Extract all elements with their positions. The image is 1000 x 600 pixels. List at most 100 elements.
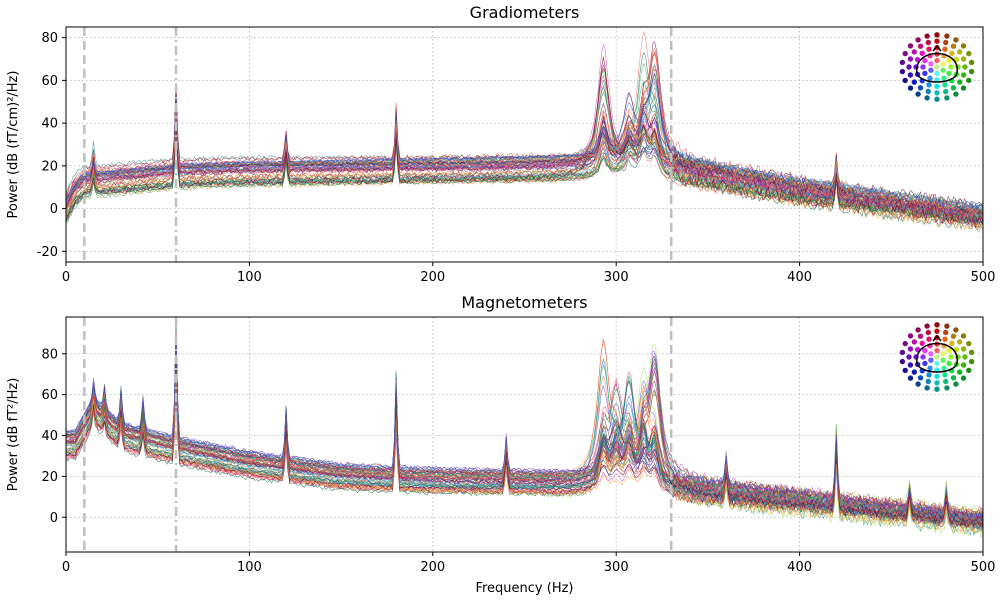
sensor-dot	[960, 375, 967, 381]
channel-trace	[66, 353, 983, 524]
filter-lines	[83, 27, 673, 262]
sensor-dot	[940, 61, 946, 67]
axes-frame	[65, 26, 984, 263]
sensor-dot	[907, 56, 914, 62]
sensor-dot	[927, 365, 933, 371]
x-tick-label: 300	[604, 270, 629, 285]
sensor-layout-icon	[899, 322, 975, 392]
sensor-dot	[922, 70, 928, 77]
channel-trace	[66, 80, 983, 215]
sensor-dot	[950, 85, 957, 91]
sensor-dot	[941, 75, 947, 81]
x-tick-label: 0	[62, 270, 70, 285]
chart-title: Magnetometers	[461, 293, 587, 312]
y-tick-label: 40	[41, 117, 58, 132]
sensor-dot	[915, 381, 921, 387]
sensor-dot	[934, 347, 940, 354]
channel-trace	[66, 359, 983, 527]
filter-lines	[83, 317, 673, 552]
channel-trace	[66, 327, 983, 526]
channel-trace	[66, 351, 983, 520]
sensor-dot	[934, 335, 940, 341]
sensor-dot	[925, 88, 931, 95]
sensor-dot	[917, 85, 924, 91]
sensor-dot	[960, 333, 967, 339]
sensor-dot	[934, 380, 940, 386]
sensor-dot	[943, 88, 949, 95]
channel-trace	[66, 342, 983, 529]
sensor-dot	[949, 50, 955, 56]
sensor-dot	[966, 77, 972, 84]
y-axis-label: Power (dB (fT/cm)²/Hz)	[6, 71, 21, 219]
sensor-dot	[924, 323, 930, 329]
sensor-dot	[953, 381, 959, 387]
y-tick-label: 80	[41, 31, 58, 46]
sensor-dot	[928, 67, 934, 73]
channel-trace	[66, 95, 983, 209]
sensor-dot	[943, 378, 949, 385]
channel-trace	[66, 56, 983, 228]
sensor-dot	[902, 367, 908, 374]
sensor-dot	[902, 340, 908, 347]
sensor-dot	[960, 362, 967, 368]
x-tick-label: 400	[787, 560, 812, 575]
sensor-dot	[968, 358, 975, 365]
sensor-dot	[907, 333, 914, 339]
channel-trace	[66, 381, 983, 523]
sensor-dot	[962, 64, 968, 70]
sensor-dot	[946, 360, 952, 367]
sensor-dot	[926, 46, 932, 52]
y-tick-label: 0	[50, 511, 58, 526]
sensor-dot	[906, 354, 912, 360]
sensor-dot	[966, 367, 972, 374]
sensor-dot	[911, 339, 917, 345]
sensor-dot	[942, 336, 948, 342]
panel-0: 0 100 200 300 400 500 -20 0 20 40 60 80 Gradiometers…	[6, 3, 995, 285]
sensor-dot	[957, 369, 963, 375]
sensor-dot	[928, 61, 934, 67]
channel-trace	[66, 359, 983, 521]
sensor-dot	[948, 354, 954, 360]
channel-trace	[66, 101, 983, 225]
sensor-dot	[957, 79, 963, 85]
sensor-dot	[934, 96, 940, 102]
sensor-dot	[934, 90, 940, 96]
sensor-dot	[934, 64, 940, 70]
head-outline	[916, 334, 958, 373]
channel-trace	[66, 354, 983, 519]
head-outline	[916, 44, 958, 83]
sensor-dot	[926, 82, 932, 88]
sensor-dot	[968, 349, 975, 356]
x-tick-label: 200	[420, 270, 445, 285]
sensor-dot	[926, 336, 932, 342]
sensor-dot	[915, 37, 921, 43]
sensor-dot	[899, 349, 906, 356]
channel-trace	[66, 73, 983, 223]
channel-trace	[66, 351, 983, 534]
sensor-dot	[907, 85, 914, 91]
y-tick-label: 20	[41, 470, 58, 485]
grid	[65, 27, 984, 262]
sensor-dot	[962, 354, 968, 360]
channel-trace	[66, 109, 983, 214]
sensor-dot	[920, 64, 926, 70]
x-axis-label: Frequency (Hz)	[475, 581, 573, 596]
channel-trace	[66, 339, 983, 523]
sensor-dot	[899, 68, 906, 75]
sensor-dot	[949, 340, 955, 346]
sensor-dot	[934, 70, 940, 77]
sensor-dot	[934, 386, 940, 392]
sensor-dot	[950, 43, 957, 49]
sensor-dot	[924, 95, 930, 101]
sensor-dot	[925, 39, 931, 46]
sensor-dot	[950, 375, 957, 381]
sensor-dot	[922, 360, 928, 367]
sensor-dot	[934, 38, 940, 44]
y-tick-label: 20	[41, 159, 58, 174]
sensor-dot	[925, 378, 931, 385]
y-tick-label: 60	[41, 388, 58, 403]
y-tick-label: 0	[50, 202, 58, 217]
sensor-dot	[953, 327, 959, 333]
sensor-dot	[917, 43, 924, 49]
sensor-dot	[966, 340, 972, 347]
